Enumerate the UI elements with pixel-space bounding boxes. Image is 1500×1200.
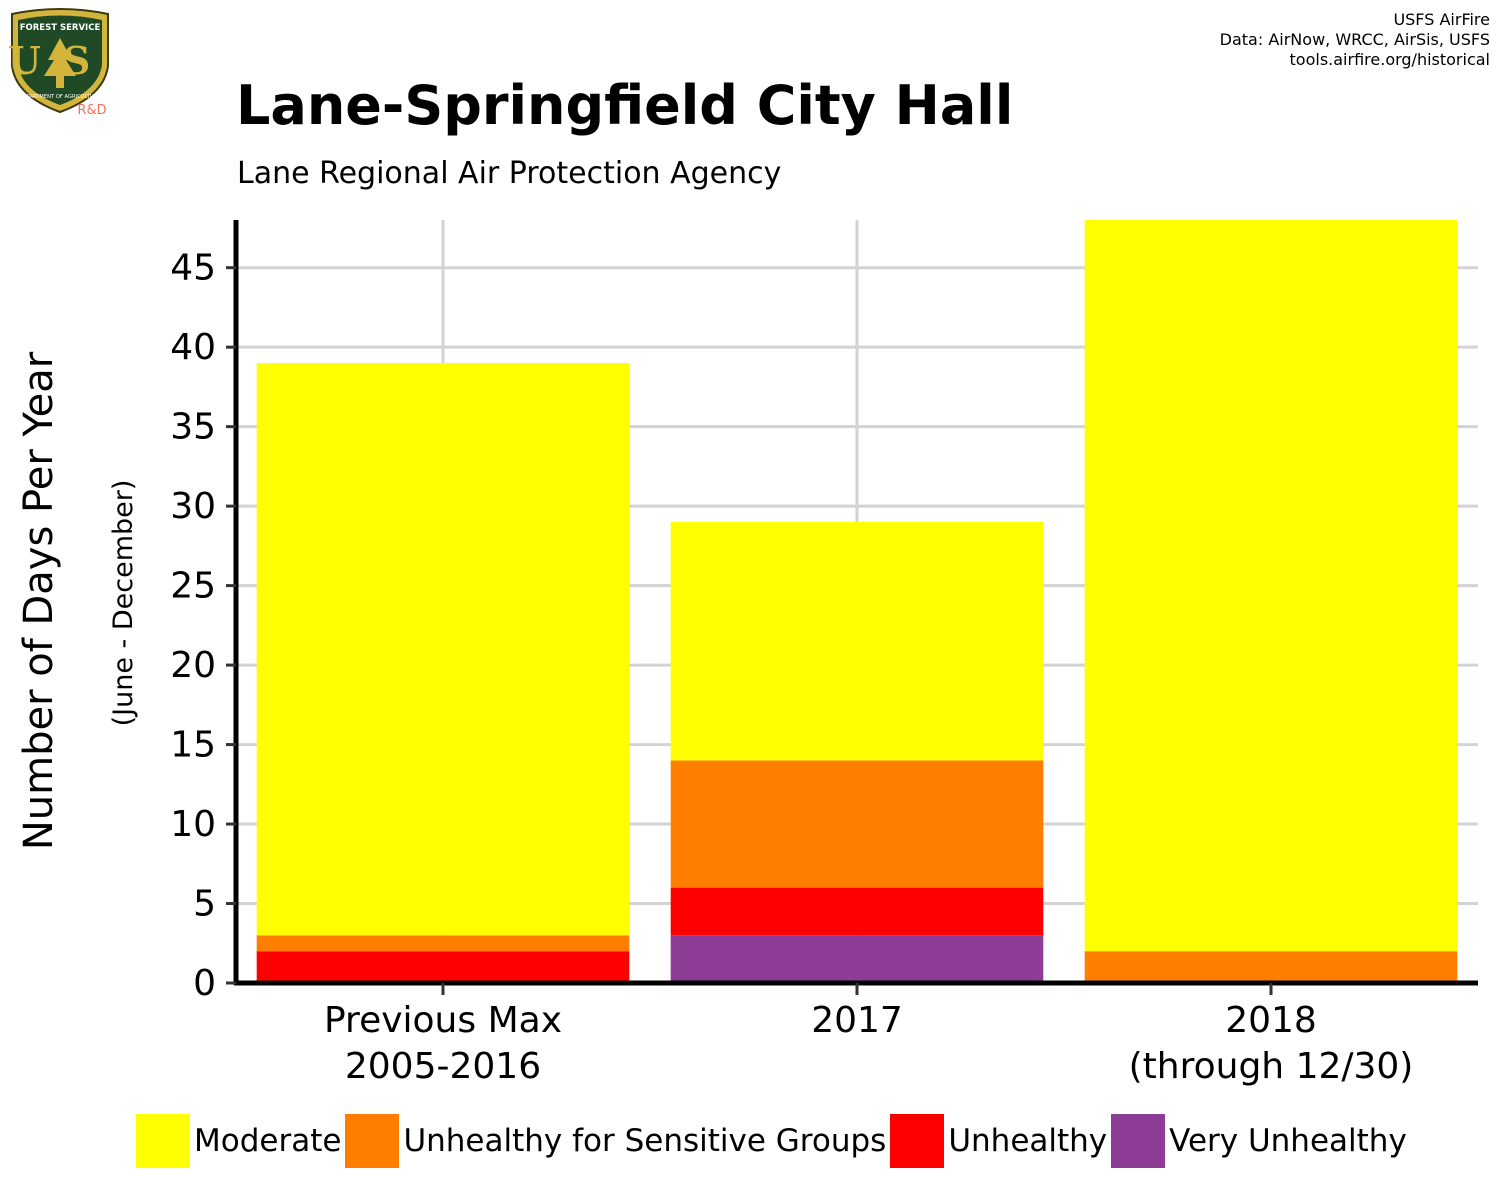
bars <box>256 220 1458 983</box>
x-tick-label: Previous Max <box>324 1000 562 1041</box>
bar-segment <box>670 760 1044 888</box>
logo-bottom-text: DEPARTMENT OF AGRICULTURE <box>19 94 100 100</box>
legend: Moderate Unhealthy for Sensitive Groups Un… <box>136 1113 1411 1169</box>
legend-item: Moderate <box>136 1114 341 1168</box>
y-tick-label: 25 <box>170 566 216 607</box>
x-tick-label: (through 12/30) <box>1129 1046 1414 1087</box>
logo-top-text: FOREST SERVICE <box>20 23 101 33</box>
y-axis-label: Number of Days Per Year <box>16 351 62 850</box>
credit-line: tools.airfire.org/historical <box>1289 50 1490 69</box>
logo-rd-text: R&D <box>77 103 106 118</box>
y-tick-label: 0 <box>193 963 216 1004</box>
legend-item: Very Unhealthy <box>1111 1114 1407 1168</box>
bar-segment <box>256 935 630 952</box>
y-tick-label: 20 <box>170 645 216 686</box>
y-tick-label: 10 <box>170 804 216 845</box>
y-tick-label: 15 <box>170 725 216 766</box>
chart-title: Lane-Springfield City Hall <box>236 74 1014 137</box>
y-tick-label: 45 <box>170 248 216 289</box>
axes <box>226 220 1478 995</box>
y-tick-label: 30 <box>170 486 216 527</box>
legend-label: Unhealthy for Sensitive Groups <box>403 1123 887 1159</box>
bar-segment <box>670 887 1044 936</box>
legend-swatch <box>890 1114 945 1168</box>
x-tick-label: 2018 <box>1225 1000 1317 1041</box>
chart-subtitle: Lane Regional Air Protection Agency <box>237 156 782 191</box>
credit-line: Data: AirNow, WRCC, AirSis, USFS <box>1219 30 1490 49</box>
credits: USFS AirFire Data: AirNow, WRCC, AirSis,… <box>1220 10 1490 70</box>
bar-segment <box>1084 220 1458 952</box>
legend-item: Unhealthy <box>890 1114 1107 1168</box>
legend-swatch <box>1111 1114 1166 1168</box>
bar-segment <box>256 951 630 983</box>
legend-swatch <box>345 1114 400 1168</box>
bar-segment <box>670 522 1044 761</box>
legend-label: Unhealthy <box>948 1123 1108 1159</box>
legend-swatch <box>136 1114 190 1168</box>
legend-label: Very Unhealthy <box>1169 1123 1407 1159</box>
bar-segment <box>670 935 1044 983</box>
x-tick-label: 2017 <box>811 1000 903 1041</box>
legend-label: Moderate <box>194 1123 342 1159</box>
y-axis-sublabel: (June - December) <box>108 480 139 727</box>
x-tick-label: 2005-2016 <box>345 1046 541 1087</box>
y-tick-label: 40 <box>170 327 216 368</box>
bar-segment <box>256 363 630 936</box>
axis-labels: 0 5 10 15 20 25 30 35 40 45 Previous Max 2005-2016 2… <box>16 248 1413 1087</box>
forest-service-logo-icon: FOREST SERVICE US DEPARTMENT OF AGRICULT… <box>8 8 112 120</box>
legend-item: Unhealthy for Sensitive Groups <box>345 1114 886 1168</box>
bar-segment <box>1084 951 1458 983</box>
y-tick-label: 35 <box>170 407 216 448</box>
credit-line: USFS AirFire <box>1393 10 1490 29</box>
y-tick-label: 5 <box>193 884 216 925</box>
